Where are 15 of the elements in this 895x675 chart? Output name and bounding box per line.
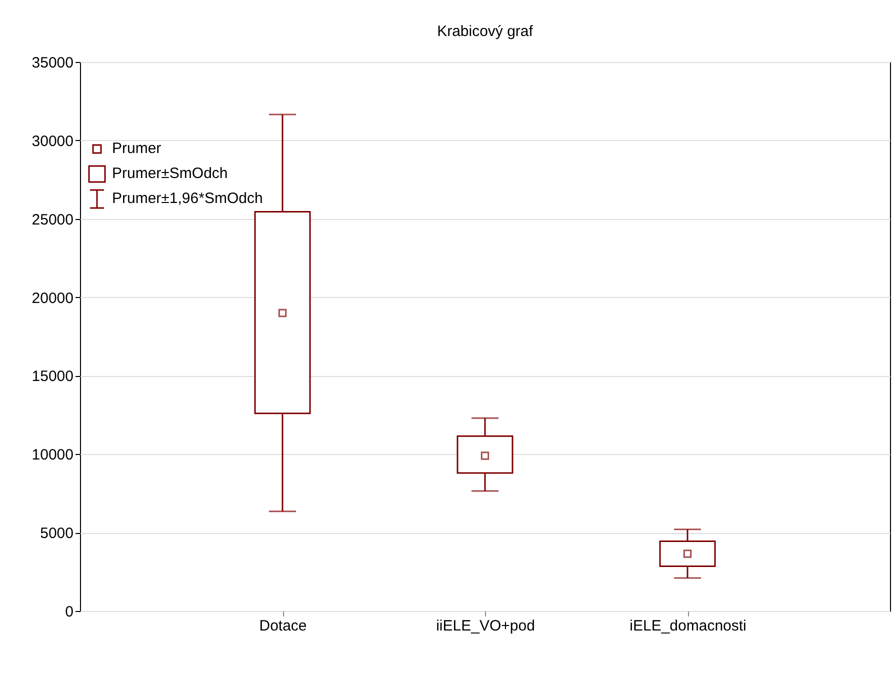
annotation: Prumer±1,96*SmOdch [112,190,263,207]
annotation: Prumer [112,140,162,157]
y-tick-label: 15000 [32,368,74,386]
annotation: Prumer±SmOdch [112,165,228,182]
y-tick-label: 5000 [40,525,74,542]
x-tick-label: Dotace [259,618,307,634]
y-tick-label: 20000 [32,290,74,307]
y-tick-label: 35000 [32,54,74,72]
y-tick-label: 25000 [32,211,74,228]
x-tick-label: iELE_domacnosti [630,618,746,634]
y-tick-label: 10000 [32,446,74,464]
chart-title: Krabicový graf [437,23,534,40]
x-tick-label: iiELE_VO+pod [436,618,535,634]
y-tick-label: 30000 [32,132,74,150]
y-tick-label: 0 [65,604,74,620]
